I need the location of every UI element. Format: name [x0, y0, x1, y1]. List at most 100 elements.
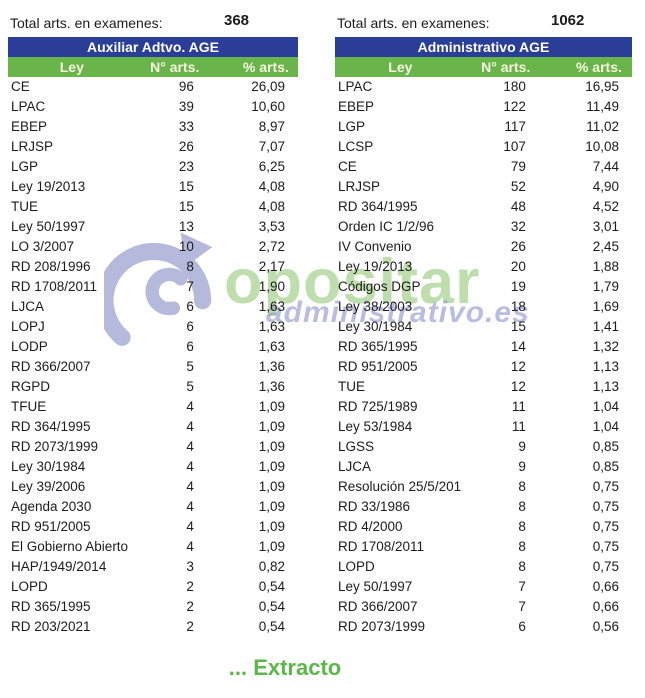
pct-arts-cell: 0,82 [258, 559, 285, 574]
table-row: RD 33/1986 8 0,75 [335, 497, 632, 517]
pct-arts-cell: 1,79 [592, 279, 619, 294]
ley-cell: RD 366/2007 [338, 599, 418, 614]
num-arts-cell: 4 [186, 539, 194, 554]
table-row: LJCA 9 0,85 [335, 457, 632, 477]
table-row: IV Convenio 26 2,45 [335, 237, 632, 257]
table-column-headers: Ley N° arts. % arts. [8, 57, 298, 77]
ley-cell: LGP [11, 159, 39, 174]
ley-cell: LJCA [338, 459, 372, 474]
ley-cell: RD 364/1995 [11, 419, 91, 434]
num-arts-cell: 26 [510, 239, 526, 254]
ley-cell: LPAC [11, 99, 46, 114]
pct-arts-cell: 1,63 [258, 319, 285, 334]
total-label: Total arts. en examenes: [337, 15, 490, 31]
num-arts-cell: 122 [503, 99, 526, 114]
ley-cell: LPAC [338, 79, 373, 94]
num-arts-cell: 14 [510, 339, 526, 354]
num-arts-cell: 20 [510, 259, 526, 274]
num-arts-cell: 4 [186, 499, 194, 514]
ley-cell: LOPD [338, 559, 375, 574]
table-row: Ley 19/2013 15 4,08 [8, 177, 298, 197]
table-row: EBEP 33 8,97 [8, 117, 298, 137]
num-arts-cell: 11 [511, 399, 526, 414]
num-arts-cell: 7 [186, 279, 194, 294]
ley-cell: RD 951/2005 [338, 359, 418, 374]
ley-cell: RD 4/2000 [338, 519, 403, 534]
ley-cell: RD 364/1995 [338, 199, 418, 214]
table-body: LPAC 180 16,95 EBEP 122 11,49 LGP 117 11,02 LCSP 1… [335, 77, 632, 637]
ley-cell: RD 951/2005 [11, 519, 91, 534]
num-arts-cell: 15 [178, 199, 194, 214]
ley-cell: LOPD [11, 579, 48, 594]
table-row: TUE 15 4,08 [8, 197, 298, 217]
pct-arts-cell: 0,66 [592, 579, 619, 594]
ley-cell: TUE [338, 379, 365, 394]
col-header-ley: Ley [59, 59, 84, 75]
ley-cell: LODP [11, 339, 48, 354]
pct-arts-cell: 2,45 [592, 239, 619, 254]
table-row: RD 364/1995 4 1,09 [8, 417, 298, 437]
num-arts-cell: 10 [178, 239, 194, 254]
pct-arts-cell: 16,95 [585, 79, 619, 94]
table-body: CE 96 26,09 LPAC 39 10,60 EBEP 33 8,97 LRJSP 26 7,0… [8, 77, 298, 637]
ley-cell: El Gobierno Abierto [11, 539, 129, 554]
table-row: RD 203/2021 2 0,54 [8, 617, 298, 637]
pct-arts-cell: 3,53 [258, 219, 285, 234]
pct-arts-cell: 0,66 [592, 599, 619, 614]
pct-arts-cell: 26,09 [251, 79, 285, 94]
pct-arts-cell: 11,49 [586, 99, 619, 114]
pct-arts-cell: 0,54 [258, 579, 285, 594]
num-arts-cell: 11 [511, 419, 526, 434]
total-line: Total arts. en examenes: 1062 [335, 12, 632, 37]
pct-arts-cell: 7,44 [592, 159, 619, 174]
pct-arts-cell: 1,88 [592, 259, 619, 274]
table-row: RD 725/1989 11 1,04 [335, 397, 632, 417]
num-arts-cell: 19 [510, 279, 526, 294]
num-arts-cell: 4 [186, 519, 194, 534]
pct-arts-cell: 1,69 [592, 299, 619, 314]
ley-cell: Orden IC 1/2/96 [338, 219, 435, 234]
num-arts-cell: 8 [186, 259, 194, 274]
pct-arts-cell: 0,54 [258, 599, 285, 614]
pct-arts-cell: 6,25 [258, 159, 285, 174]
extract-label: ... Extracto [228, 655, 342, 680]
ley-cell: RGPD [11, 379, 51, 394]
table-row: Ley 30/1984 4 1,09 [8, 457, 298, 477]
num-arts-cell: 12 [510, 359, 526, 374]
table-row: RD 2073/1999 4 1,09 [8, 437, 298, 457]
col-header-pct-arts: % arts. [575, 59, 622, 75]
pct-arts-cell: 4,90 [592, 179, 619, 194]
pct-arts-cell: 0,75 [592, 499, 619, 514]
pct-arts-cell: 1,09 [258, 479, 285, 494]
ley-cell: LRJSP [338, 179, 381, 194]
pct-arts-cell: 0,85 [592, 439, 619, 454]
table-row: Ley 50/1997 7 0,66 [335, 577, 632, 597]
table-row: Ley 19/2013 20 1,88 [335, 257, 632, 277]
num-arts-cell: 4 [186, 399, 194, 414]
ley-cell: Códigos DGP [338, 279, 421, 294]
table-row: LJCA 6 1,63 [8, 297, 298, 317]
pct-arts-cell: 1,09 [258, 419, 285, 434]
num-arts-cell: 13 [178, 219, 194, 234]
table-row: LCSP 107 10,08 [335, 137, 632, 157]
table-row: TFUE 4 1,09 [8, 397, 298, 417]
num-arts-cell: 39 [178, 99, 194, 114]
pct-arts-cell: 1,90 [258, 279, 285, 294]
col-header-num-arts: N° arts. [481, 59, 531, 75]
table-row: CE 96 26,09 [8, 77, 298, 97]
table-column-headers: Ley N° arts. % arts. [335, 57, 632, 77]
col-header-pct-arts: % arts. [242, 59, 289, 75]
ley-cell: RD 2073/1999 [338, 619, 426, 634]
table-row: El Gobierno Abierto 4 1,09 [8, 537, 298, 557]
table-row: RD 365/1995 2 0,54 [8, 597, 298, 617]
ley-cell: Agenda 2030 [11, 499, 92, 514]
total-value: 368 [224, 12, 250, 29]
ley-cell: HAP/1949/2014 [11, 559, 107, 574]
num-arts-cell: 2 [186, 579, 194, 594]
num-arts-cell: 15 [178, 179, 194, 194]
num-arts-cell: 15 [510, 319, 526, 334]
ley-cell: LGP [338, 119, 366, 134]
ley-cell: LRJSP [11, 139, 54, 154]
pct-arts-cell: 0,75 [592, 539, 619, 554]
table-row: TUE 12 1,13 [335, 377, 632, 397]
